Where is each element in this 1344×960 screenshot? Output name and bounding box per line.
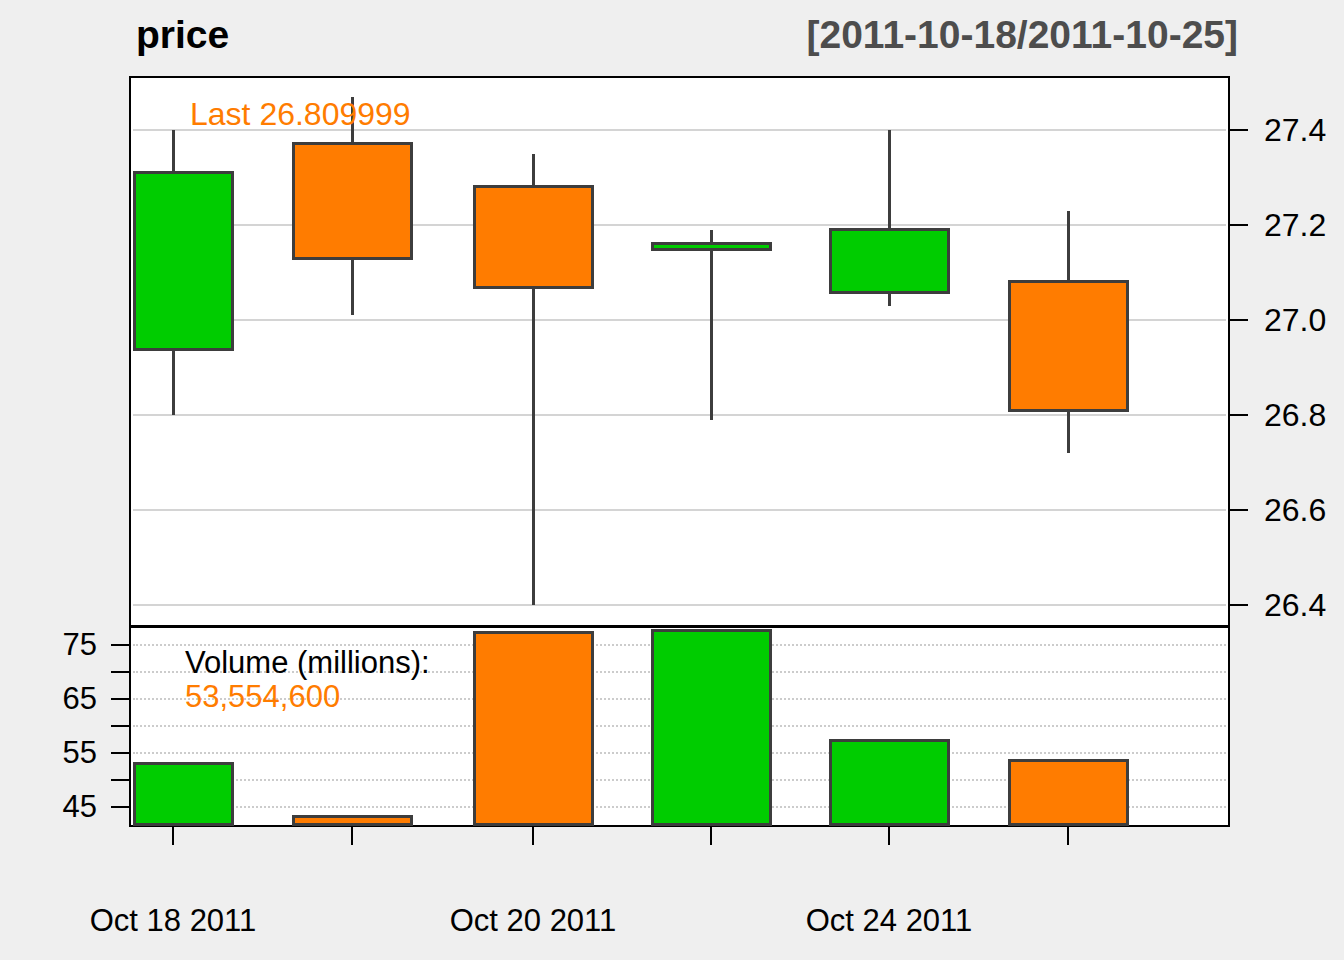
x-tick-label: Oct 18 2011 xyxy=(90,903,257,939)
volume-bar xyxy=(133,762,234,826)
candle-wick xyxy=(710,230,713,420)
volume-axis-tick xyxy=(111,779,131,781)
volume-tick-label: 45 xyxy=(30,789,97,825)
candle-body xyxy=(292,142,413,260)
x-axis-tick xyxy=(1067,827,1069,845)
volume-bar xyxy=(473,631,594,826)
volume-bar xyxy=(1008,759,1129,826)
volume-axis-tick xyxy=(111,806,131,808)
price-tick-label: 27.4 xyxy=(1264,112,1326,149)
volume-axis-tick xyxy=(111,698,131,700)
price-axis-tick xyxy=(1228,319,1248,321)
volume-tick-label: 65 xyxy=(30,681,97,717)
volume-axis-tick xyxy=(111,752,131,754)
volume-tick-label: 55 xyxy=(30,735,97,771)
volume-annotation-title: Volume (millions): xyxy=(185,645,430,681)
price-axis-tick xyxy=(1228,604,1248,606)
last-price-annotation: Last 26.809999 xyxy=(190,96,411,133)
price-axis-tick xyxy=(1228,224,1248,226)
price-gridline xyxy=(133,604,1226,606)
price-tick-label: 27.2 xyxy=(1264,207,1326,244)
price-axis-tick xyxy=(1228,414,1248,416)
x-axis-tick xyxy=(532,827,534,845)
price-axis-tick xyxy=(1228,509,1248,511)
volume-axis-tick xyxy=(111,644,131,646)
candle-body xyxy=(1008,280,1129,412)
price-gridline xyxy=(133,414,1226,416)
x-axis-tick xyxy=(710,827,712,845)
volume-bar xyxy=(292,815,413,826)
price-tick-label: 26.8 xyxy=(1264,397,1326,434)
candle-body xyxy=(829,228,950,294)
x-axis-tick xyxy=(351,827,353,845)
price-tick-label: 26.4 xyxy=(1264,587,1326,624)
volume-axis-tick xyxy=(111,725,131,727)
x-axis-tick xyxy=(172,827,174,845)
candle-body xyxy=(133,171,234,351)
x-axis-tick xyxy=(888,827,890,845)
price-gridline xyxy=(133,509,1226,511)
volume-tick-label: 75 xyxy=(30,627,97,663)
price-axis-tick xyxy=(1228,129,1248,131)
x-tick-label: Oct 24 2011 xyxy=(806,903,973,939)
volume-axis-tick xyxy=(111,671,131,673)
price-tick-label: 27.0 xyxy=(1264,302,1326,339)
x-tick-label: Oct 20 2011 xyxy=(450,903,617,939)
volume-bar xyxy=(651,629,772,826)
price-tick-label: 26.6 xyxy=(1264,492,1326,529)
volume-annotation-value: 53,554,600 xyxy=(185,679,340,715)
candle-body xyxy=(651,242,772,251)
candle-body xyxy=(473,185,594,289)
volume-bar xyxy=(829,739,950,826)
